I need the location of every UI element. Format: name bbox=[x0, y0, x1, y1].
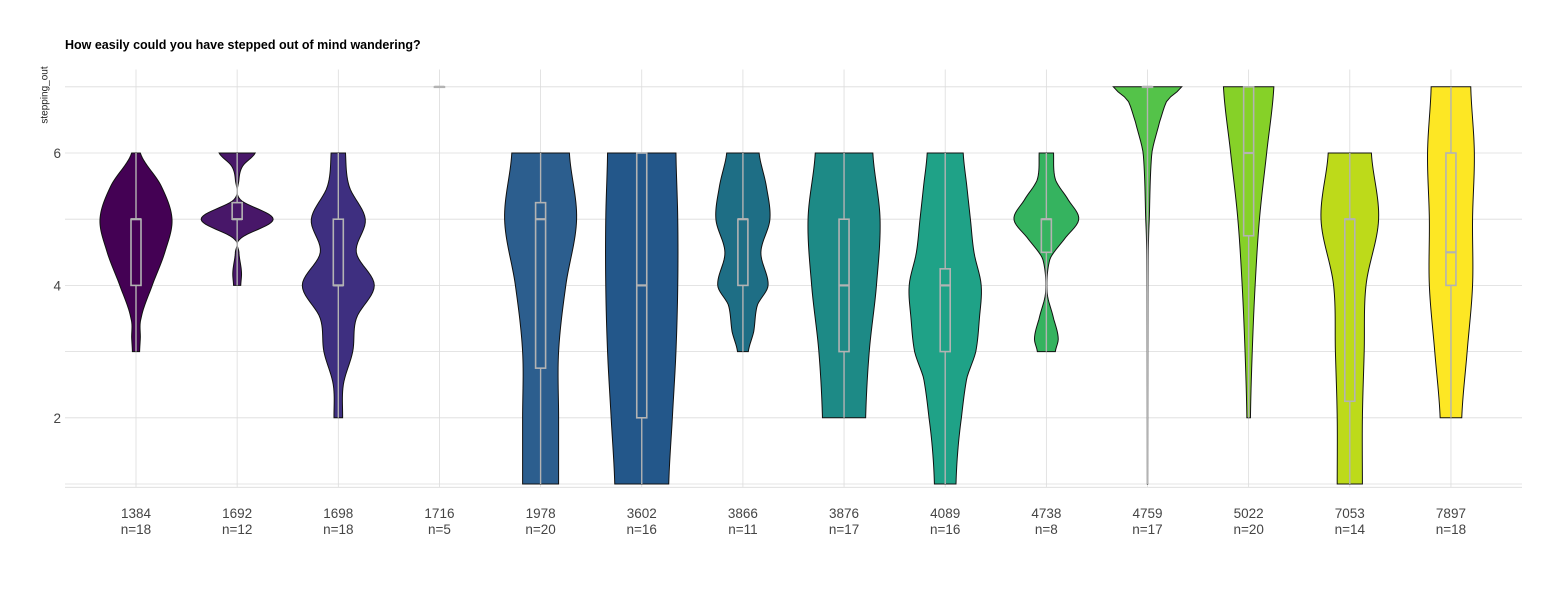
x-tick-count: n=12 bbox=[222, 522, 252, 537]
y-tick-label: 6 bbox=[53, 146, 61, 161]
x-tick-label: 3602 bbox=[627, 506, 657, 521]
x-tick-label: 1692 bbox=[222, 506, 252, 521]
x-tick-label: 5022 bbox=[1234, 506, 1264, 521]
x-tick-label: 1384 bbox=[121, 506, 152, 521]
violin-1978 bbox=[504, 152, 578, 485]
box-1978 bbox=[534, 201, 547, 369]
x-tick-label: 3876 bbox=[829, 506, 859, 521]
violin-3866 bbox=[715, 152, 771, 353]
x-tick-count: n=5 bbox=[428, 522, 451, 537]
x-tick-count: n=18 bbox=[121, 522, 151, 537]
x-tick-count: n=17 bbox=[1132, 522, 1162, 537]
y-tick-label: 4 bbox=[53, 278, 61, 293]
violin-3602 bbox=[605, 152, 679, 485]
box-layer bbox=[130, 85, 1457, 484]
x-tick-count: n=11 bbox=[728, 522, 757, 537]
x-tick-count: n=16 bbox=[627, 522, 657, 537]
violin-4089 bbox=[908, 152, 982, 485]
x-tick-label: 4759 bbox=[1132, 506, 1162, 521]
box-7897 bbox=[1445, 152, 1457, 287]
box-5022 bbox=[1242, 86, 1255, 237]
x-tick-count: n=20 bbox=[525, 522, 555, 537]
x-tick-count: n=17 bbox=[829, 522, 859, 537]
x-tick-label: 3866 bbox=[728, 506, 758, 521]
x-tick-count: n=8 bbox=[1035, 522, 1058, 537]
box-4089 bbox=[939, 268, 952, 353]
violin-1384 bbox=[99, 152, 173, 353]
x-tick-label: 1716 bbox=[424, 506, 454, 521]
x-tick-label: 4738 bbox=[1031, 506, 1061, 521]
tick-layer: 2461384n=181692n=121698n=181716n=51978n=… bbox=[53, 146, 1466, 537]
x-tick-label: 1698 bbox=[323, 506, 353, 521]
x-tick-count: n=18 bbox=[1436, 522, 1466, 537]
x-tick-label: 7053 bbox=[1335, 506, 1365, 521]
grid-layer bbox=[65, 69, 1522, 488]
x-tick-label: 4089 bbox=[930, 506, 960, 521]
chart-title: How easily could you have stepped out of… bbox=[65, 38, 421, 52]
x-tick-count: n=16 bbox=[930, 522, 960, 537]
violin-7053 bbox=[1320, 152, 1380, 485]
x-tick-count: n=14 bbox=[1335, 522, 1366, 537]
x-tick-count: n=18 bbox=[323, 522, 353, 537]
x-tick-label: 1978 bbox=[526, 506, 556, 521]
x-tick-label: 7897 bbox=[1436, 506, 1466, 521]
y-tick-label: 2 bbox=[53, 411, 61, 426]
x-tick-count: n=20 bbox=[1233, 522, 1263, 537]
